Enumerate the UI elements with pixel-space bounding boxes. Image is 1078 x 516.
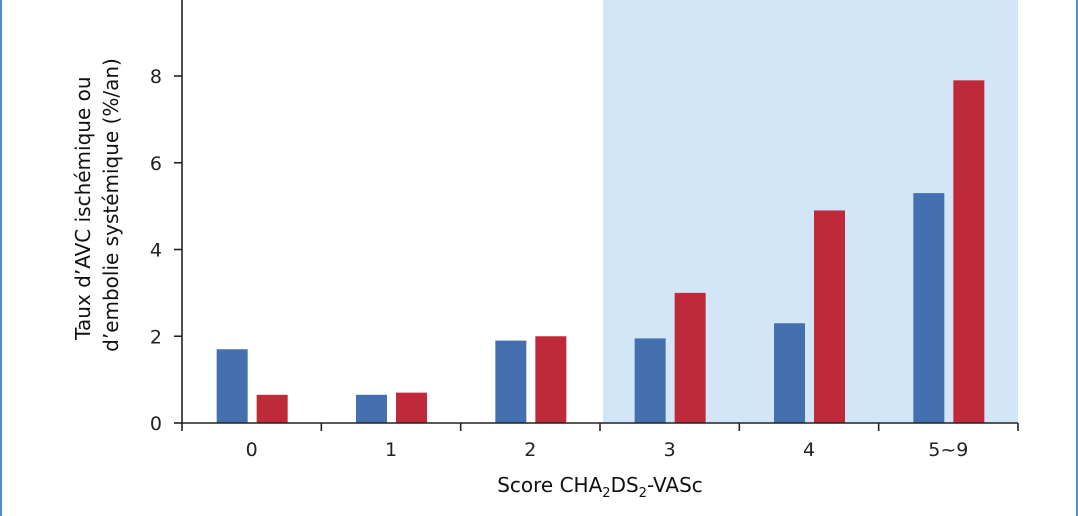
- bar-series1-2: [495, 340, 527, 423]
- highlight-band: [603, 0, 1018, 423]
- x-axis-title: Score CHA2DS2-VASc: [497, 473, 703, 501]
- x-tick-label: 1: [385, 439, 397, 461]
- y-tick-label: 6: [150, 153, 162, 175]
- bar-series2-5~9: [953, 80, 985, 424]
- y-axis-title-line-1: Taux d’AVC ischémique ou: [71, 76, 95, 340]
- bar-series1-1: [356, 394, 387, 423]
- labels-layer: 0 2 4 6 8 0 1 2 3 4 5~9: [150, 66, 968, 461]
- x-tick-label: 0: [246, 439, 258, 461]
- axes-layer: [174, 0, 1019, 431]
- y-tick-label: 4: [150, 240, 162, 262]
- y-axis-title-line-2: d’embolie systémique (%/an): [99, 58, 123, 352]
- bar-series2-1: [396, 392, 427, 423]
- y-axis-title: Taux d’AVC ischémique ou d’embolie systé…: [71, 58, 123, 352]
- bar-series2-4: [814, 210, 845, 423]
- bar-series2-2: [535, 336, 567, 423]
- y-tick-label: 0: [150, 413, 162, 435]
- bar-series1-0: [216, 349, 248, 423]
- bar-series1-4: [774, 323, 805, 423]
- bar-series2-3: [674, 292, 706, 423]
- y-tick-label: 2: [150, 326, 162, 348]
- y-tick-label: 8: [150, 66, 162, 88]
- x-tick-label: 2: [524, 439, 536, 461]
- bar-series1-5~9: [913, 193, 945, 423]
- bar-series2-0: [256, 394, 288, 423]
- x-tick-label: 5~9: [928, 439, 968, 461]
- x-tick-label: 3: [664, 439, 676, 461]
- bar-series1-3: [634, 338, 666, 423]
- bars-layer: [216, 80, 985, 424]
- x-tick-label: 4: [803, 439, 815, 461]
